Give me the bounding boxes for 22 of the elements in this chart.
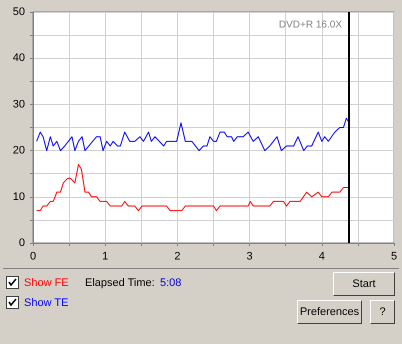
annotation: DVD+R 16.0X	[278, 20, 342, 30]
y-tick-label: 10	[12, 190, 25, 203]
y-tick-label: 0	[18, 237, 25, 249]
x-tick-label: 2	[174, 250, 180, 262]
x-tick-label: 4	[318, 250, 325, 262]
y-tick-label: 30	[12, 98, 25, 110]
x-tick-label: 3	[246, 250, 253, 262]
text: 5:08	[160, 277, 182, 289]
y-tick-label: 50	[12, 6, 25, 18]
y-tick-label: 40	[12, 52, 25, 64]
x-tick-label: 5	[390, 250, 398, 262]
y-tick-label: 20	[12, 144, 25, 157]
text: Show FE	[24, 276, 69, 288]
line-series	[36, 164, 350, 212]
text: Elapsed Time:	[85, 277, 155, 289]
button: Start	[333, 272, 395, 296]
x-tick-label: 0	[30, 250, 36, 262]
button: ?	[370, 300, 395, 324]
x-tick-label: 1	[102, 250, 108, 262]
button: Preferences	[297, 300, 362, 324]
line-series	[36, 118, 350, 152]
text: Show TE	[24, 296, 68, 308]
